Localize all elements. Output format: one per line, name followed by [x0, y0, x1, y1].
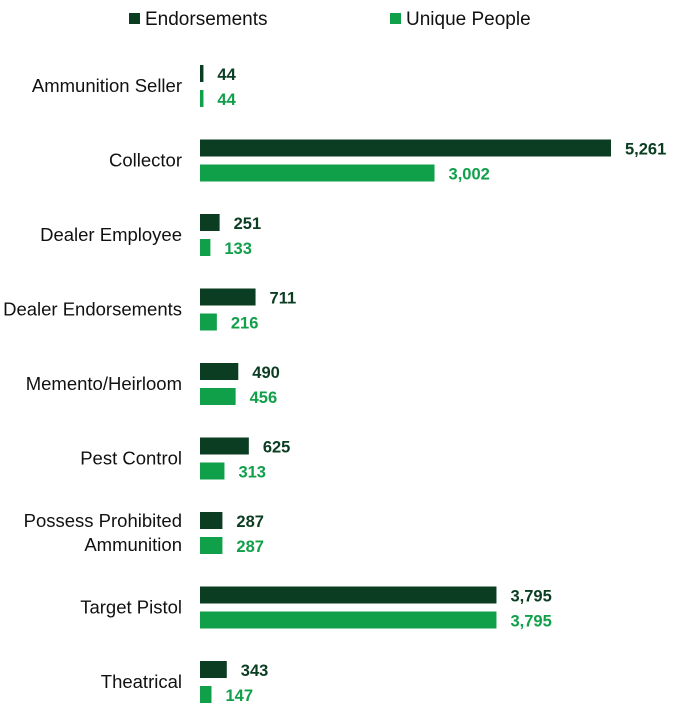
value-label-unique-people-target-pistol: 3,795 — [510, 613, 551, 631]
bar-unique-people-collector — [200, 164, 435, 182]
bar-endorsements-memento-heirloom — [200, 363, 239, 380]
legend-swatch-unique-people — [390, 13, 401, 24]
bar-endorsements-dealer-endorsements — [200, 288, 256, 306]
value-label-endorsements-collector: 5,261 — [625, 141, 666, 159]
bar-unique-people-dealer-employee — [200, 239, 211, 256]
category-label-target-pistol: Target Pistol — [80, 597, 182, 618]
category-label-ammunition-seller: Ammunition Seller — [32, 75, 182, 96]
category-label-dealer-endorsements: Dealer Endorsements — [3, 299, 182, 320]
category-label-possess-prohibited-ammunition: Possess Prohibited Ammunition — [24, 510, 182, 555]
bar-unique-people-ammunition-seller — [200, 90, 204, 107]
value-label-unique-people-theatrical: 147 — [225, 687, 253, 705]
bar-unique-people-possess-prohibited-ammunition — [200, 537, 223, 554]
bar-unique-people-target-pistol — [200, 611, 497, 629]
bar-endorsements-collector — [200, 139, 611, 157]
bar-endorsements-pest-control — [200, 437, 249, 455]
bar-unique-people-pest-control — [200, 462, 225, 480]
value-label-endorsements-memento-heirloom: 490 — [252, 364, 280, 382]
data-labels: 44 44 5,261 3,002 251 133 711 216 490 456 625 313 28… — [217, 66, 666, 705]
bar-endorsements-theatrical — [200, 661, 227, 678]
bar-unique-people-theatrical — [200, 686, 212, 703]
value-label-unique-people-pest-control: 313 — [238, 464, 266, 482]
category-labels: Ammunition Seller Collector Dealer Employe… — [3, 75, 182, 692]
value-label-unique-people-possess-prohibited-ammunition: 287 — [236, 538, 264, 556]
category-label-theatrical: Theatrical — [101, 671, 182, 692]
legend-label-unique-people: Unique People — [406, 9, 531, 30]
value-label-endorsements-dealer-endorsements: 711 — [270, 290, 297, 308]
bar-unique-people-dealer-endorsements — [200, 313, 217, 331]
value-label-unique-people-ammunition-seller: 44 — [217, 91, 236, 109]
value-label-unique-people-dealer-endorsements: 216 — [231, 315, 259, 333]
bar-endorsements-dealer-employee — [200, 214, 220, 231]
bar-endorsements-ammunition-seller — [200, 65, 204, 82]
category-label-dealer-employee: Dealer Employee — [40, 224, 182, 245]
legend-swatch-endorsements — [129, 13, 140, 24]
value-label-endorsements-pest-control: 625 — [263, 439, 291, 457]
value-label-endorsements-theatrical: 343 — [241, 662, 269, 680]
bar-endorsements-target-pistol — [200, 586, 497, 604]
value-label-endorsements-dealer-employee: 251 — [234, 215, 262, 233]
value-label-unique-people-collector: 3,002 — [449, 166, 490, 184]
category-label-memento-heirloom: Memento/Heirloom — [26, 373, 182, 394]
legend-label-endorsements: Endorsements — [145, 9, 268, 30]
value-label-endorsements-possess-prohibited-ammunition: 287 — [236, 513, 264, 531]
bar-unique-people-memento-heirloom — [200, 388, 236, 405]
legend: Endorsements Unique People — [129, 9, 531, 30]
bar-endorsements-possess-prohibited-ammunition — [200, 512, 223, 529]
category-label-collector: Collector — [109, 150, 182, 171]
value-label-endorsements-ammunition-seller: 44 — [217, 66, 236, 84]
bars — [200, 65, 611, 703]
value-label-unique-people-dealer-employee: 133 — [224, 240, 252, 258]
value-label-unique-people-memento-heirloom: 456 — [250, 389, 278, 407]
category-label-pest-control: Pest Control — [80, 448, 182, 469]
value-label-endorsements-target-pistol: 3,795 — [510, 588, 551, 606]
